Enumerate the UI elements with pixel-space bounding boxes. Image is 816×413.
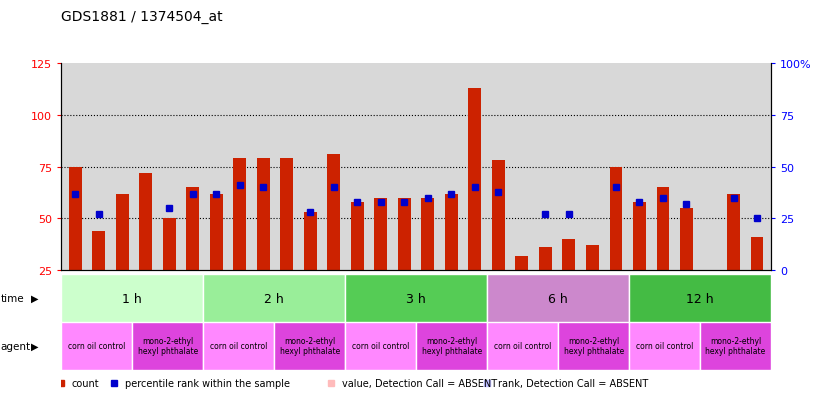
Bar — [633, 202, 646, 271]
Bar — [132, 322, 203, 370]
Bar — [186, 188, 199, 271]
Bar — [610, 167, 623, 271]
Text: corn oil control: corn oil control — [636, 342, 694, 350]
Bar — [257, 159, 270, 271]
Bar — [421, 198, 434, 271]
Bar — [61, 322, 132, 370]
Bar — [727, 194, 740, 271]
Text: time: time — [1, 293, 24, 304]
Text: 12 h: 12 h — [686, 292, 714, 305]
Text: mono-2-ethyl
hexyl phthalate: mono-2-ethyl hexyl phthalate — [280, 336, 339, 356]
Text: GDS1881 / 1374504_at: GDS1881 / 1374504_at — [61, 10, 223, 24]
Text: ▶: ▶ — [31, 341, 38, 351]
Bar — [398, 198, 411, 271]
Bar — [345, 322, 416, 370]
Text: corn oil control: corn oil control — [494, 342, 552, 350]
Bar — [586, 246, 599, 271]
Bar — [375, 198, 388, 271]
Text: 2 h: 2 h — [264, 292, 284, 305]
Bar — [233, 159, 246, 271]
Text: mono-2-ethyl
hexyl phthalate: mono-2-ethyl hexyl phthalate — [706, 336, 765, 356]
Bar — [116, 194, 129, 271]
Text: mono-2-ethyl
hexyl phthalate: mono-2-ethyl hexyl phthalate — [138, 336, 197, 356]
Bar — [539, 248, 552, 271]
Bar — [416, 322, 487, 370]
Bar — [629, 322, 700, 370]
Bar — [140, 173, 153, 271]
Bar — [203, 275, 345, 322]
Bar — [629, 275, 771, 322]
Bar — [345, 275, 487, 322]
Text: percentile rank within the sample: percentile rank within the sample — [125, 378, 290, 388]
Text: 6 h: 6 h — [548, 292, 568, 305]
Bar — [69, 167, 82, 271]
Bar — [468, 89, 481, 271]
Text: mono-2-ethyl
hexyl phthalate: mono-2-ethyl hexyl phthalate — [564, 336, 623, 356]
Text: agent: agent — [1, 341, 31, 351]
Bar — [281, 159, 293, 271]
Bar — [163, 219, 175, 271]
Text: 3 h: 3 h — [406, 292, 426, 305]
Bar — [351, 202, 364, 271]
Bar — [487, 322, 558, 370]
Bar — [445, 194, 458, 271]
Text: 1 h: 1 h — [122, 292, 142, 305]
Bar — [210, 194, 223, 271]
Bar — [516, 256, 529, 271]
Text: count: count — [72, 378, 100, 388]
Text: value, Detection Call = ABSENT: value, Detection Call = ABSENT — [342, 378, 497, 388]
Bar — [327, 155, 340, 271]
Bar — [92, 231, 105, 271]
Bar — [751, 237, 764, 271]
Text: rank, Detection Call = ABSENT: rank, Detection Call = ABSENT — [498, 378, 648, 388]
Text: corn oil control: corn oil control — [68, 342, 126, 350]
Bar — [562, 240, 575, 271]
Bar — [657, 188, 669, 271]
Text: corn oil control: corn oil control — [210, 342, 268, 350]
Bar — [700, 322, 771, 370]
Bar — [61, 275, 203, 322]
Bar — [680, 209, 693, 271]
Bar — [304, 213, 317, 271]
Text: ▶: ▶ — [31, 293, 38, 304]
Bar — [274, 322, 345, 370]
Bar — [492, 161, 505, 271]
Bar — [487, 275, 629, 322]
Bar — [558, 322, 629, 370]
Text: mono-2-ethyl
hexyl phthalate: mono-2-ethyl hexyl phthalate — [422, 336, 481, 356]
Bar — [203, 322, 274, 370]
Text: corn oil control: corn oil control — [352, 342, 410, 350]
Bar — [703, 271, 716, 277]
